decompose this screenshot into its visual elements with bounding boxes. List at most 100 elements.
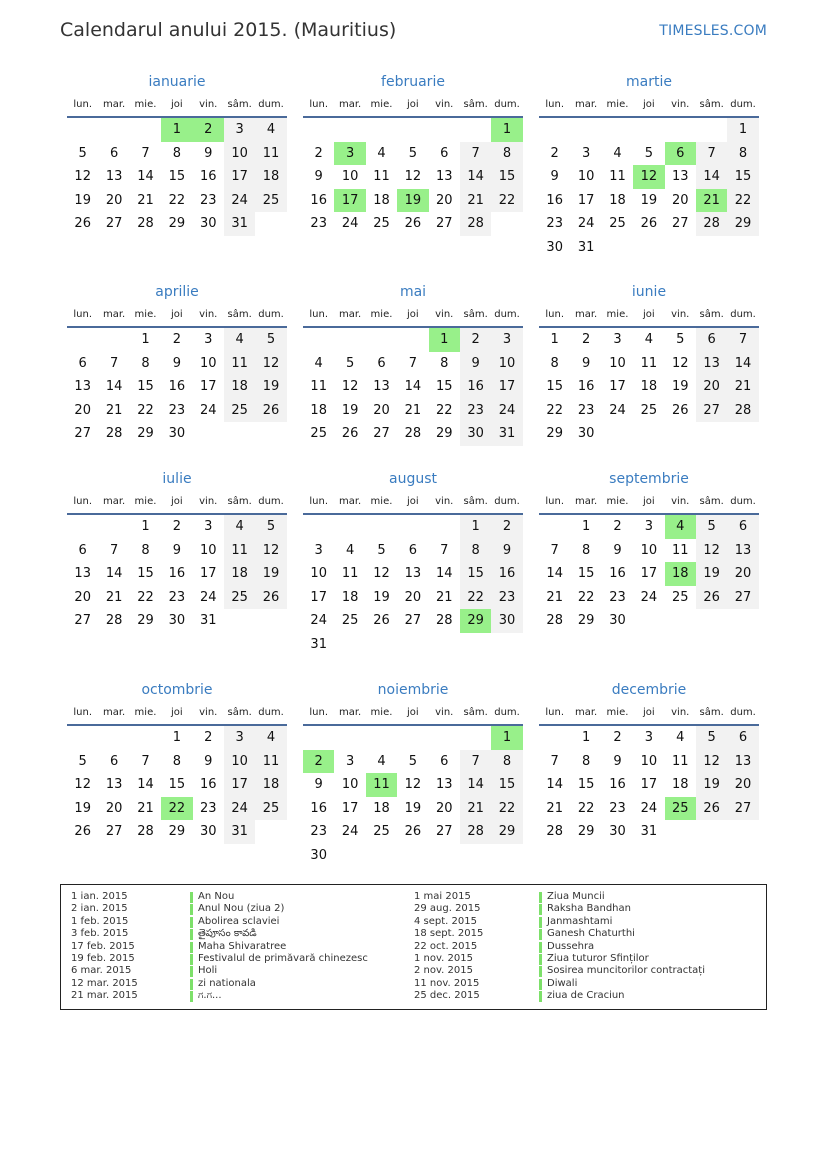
day-cell: 6: [78, 542, 87, 558]
day-cell: 18: [373, 800, 390, 816]
day-cell: 14: [435, 566, 453, 581]
holiday-name: Ziua tuturor Sfinților: [547, 953, 649, 964]
day-cell: 3: [204, 519, 213, 534]
empty-cell: [98, 328, 129, 352]
day-cell: 9: [613, 542, 622, 558]
holiday-date: 6 mar. 2015: [71, 965, 132, 977]
day-cell: 10: [577, 169, 595, 184]
day-cell: 5: [408, 145, 417, 161]
weekday-header: lun. mar. mie. joi vin. sâm. dum.: [539, 702, 759, 726]
day-cell: 3: [491, 328, 523, 352]
day-cell: 2: [613, 730, 622, 745]
day-cell: 29: [168, 824, 186, 839]
day-cell: 21: [727, 375, 759, 399]
day-cell: 2: [204, 730, 213, 745]
day-cell: 17: [310, 589, 327, 605]
day-cell: 20: [105, 192, 123, 208]
holiday-date: 12 mar. 2015: [71, 977, 138, 989]
day-cell: 19: [74, 800, 91, 816]
empty-cell: [303, 726, 334, 750]
weekday-label: lun.: [309, 309, 329, 320]
day-cell: 10: [341, 169, 359, 184]
empty-cell: [130, 726, 161, 750]
weekday-header: lun. mar. mie. joi vin. sâm. dum.: [67, 304, 287, 328]
day-cell: 27: [105, 216, 123, 231]
day-grid: 1 2 3 4 5 6 7 8 9 10 11 12 13 14 15 16 17 18 19 20 21 22 23 24 2…: [539, 726, 759, 844]
day-cell: 1: [141, 519, 150, 534]
weekday-label: lun.: [309, 99, 329, 110]
weekday-label: joi: [171, 496, 183, 507]
month-aprilie: aprilie lun. mar. mie. joi vin. sâm. dum. 1 2 3 4 5 6…: [67, 280, 287, 446]
day-cell: 3: [223, 118, 256, 142]
day-cell: 10: [640, 753, 658, 769]
day-cell: 17: [223, 165, 256, 189]
day-cell: 20: [671, 192, 689, 208]
weekday-label: sâm.: [463, 707, 488, 718]
day-cell: 22: [546, 402, 563, 418]
day-cell: 30: [609, 613, 626, 628]
weekday-label: sâm.: [227, 496, 252, 507]
day-cell: 11: [373, 169, 390, 184]
day-cell: 30: [459, 422, 492, 446]
holiday-name: Ziua Muncii: [547, 891, 605, 902]
day-cell: 24: [310, 613, 327, 628]
day-cell: 19: [640, 192, 658, 208]
day-cell: 22: [491, 188, 523, 212]
day-cell: 22: [727, 188, 759, 212]
holiday-name: zi nationala: [198, 977, 256, 989]
month-ianuarie: ianuarie lun. mar. mie. joi vin. sâm. dum. 1 2 3 4 5…: [67, 70, 287, 236]
day-cell: 17: [640, 566, 658, 581]
day-cell: 5: [695, 726, 728, 750]
day-cell: 21: [105, 589, 123, 605]
holiday-marker: [539, 892, 542, 903]
day-cell: 4: [377, 753, 386, 769]
day-cell: 12: [255, 351, 287, 375]
day-cell: 13: [727, 538, 759, 562]
weekday-label: mar.: [102, 309, 126, 320]
holiday-name: Ganesh Chaturthi: [547, 928, 635, 940]
day-cell: 8: [172, 753, 181, 769]
holiday-day-cell: 6: [664, 141, 696, 165]
empty-cell: [429, 515, 460, 539]
holiday-date: 1 nov. 2015: [414, 953, 473, 964]
day-cell: 4: [644, 332, 653, 347]
month-name: iulie: [162, 471, 192, 487]
day-cell: 4: [223, 328, 256, 352]
day-cell: 11: [609, 169, 626, 184]
day-cell: 21: [435, 589, 453, 605]
empty-cell: [696, 118, 727, 142]
empty-cell: [366, 118, 397, 142]
holiday-name: ಗ.ಗ...: [198, 990, 222, 1002]
day-cell: 16: [168, 379, 186, 394]
holiday-name: Diwali: [547, 977, 578, 989]
day-cell: 10: [609, 355, 626, 371]
weekday-label: mar.: [102, 496, 126, 507]
day-cell: 5: [255, 328, 287, 352]
day-cell: 8: [491, 141, 523, 165]
day-cell: 26: [255, 398, 287, 422]
month-martie: martie lun. mar. mie. joi vin. sâm. dum. 1 2 3 4 5 6 7…: [539, 70, 759, 259]
day-cell: 16: [609, 777, 626, 792]
day-cell: 2: [459, 328, 492, 352]
day-cell: 5: [408, 753, 417, 769]
day-cell: 11: [223, 351, 256, 375]
month-name: august: [389, 471, 437, 487]
holiday-date: 3 feb. 2015: [71, 928, 129, 940]
day-cell: 15: [546, 379, 563, 394]
day-cell: 22: [168, 192, 186, 208]
empty-cell: [539, 726, 570, 750]
day-cell: 6: [78, 355, 87, 371]
day-cell: 24: [341, 824, 359, 839]
day-cell: 14: [105, 566, 123, 581]
day-cell: 14: [546, 777, 563, 792]
day-cell: 29: [137, 426, 154, 441]
day-cell: 20: [74, 402, 91, 418]
day-cell: 10: [223, 141, 256, 165]
day-cell: 14: [459, 773, 492, 797]
weekday-label: sâm.: [699, 496, 724, 507]
day-cell: 13: [435, 169, 453, 184]
day-cell: 6: [695, 328, 728, 352]
day-cell: 15: [168, 169, 186, 184]
day-cell: 2: [581, 332, 591, 347]
brand-link[interactable]: TIMESLES.COM: [659, 23, 767, 39]
